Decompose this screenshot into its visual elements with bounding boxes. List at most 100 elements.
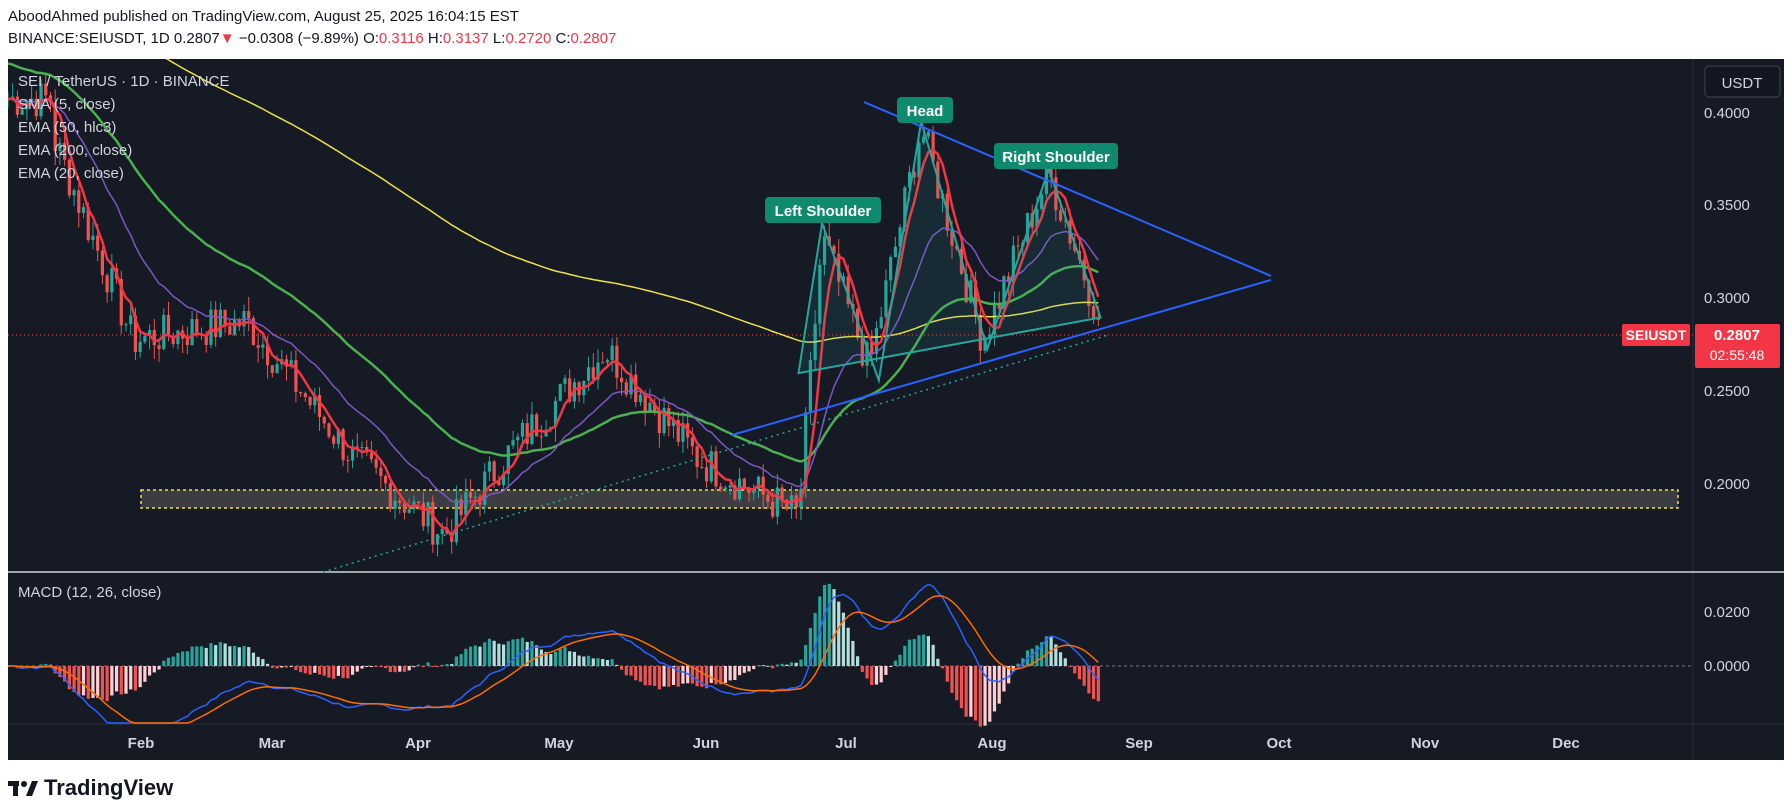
candle-body — [723, 487, 728, 490]
candle-body — [152, 330, 156, 346]
macd-histogram-bar — [553, 651, 558, 666]
left-shoulder-label[interactable]: Left Shoulder — [765, 197, 881, 223]
candle-body — [232, 318, 237, 335]
macd-histogram-bar — [303, 666, 307, 674]
macd-histogram-bar — [808, 627, 812, 666]
macd-histogram-bar — [516, 638, 520, 666]
time-label: May — [544, 735, 574, 752]
macd-histogram-bar — [313, 666, 317, 673]
candle-body — [44, 83, 48, 96]
candle-body — [1073, 243, 1077, 251]
macd-histogram-bar — [780, 663, 784, 666]
macd-histogram-bar — [129, 666, 133, 690]
macd-histogram-bar — [988, 666, 992, 722]
macd-histogram-bar — [997, 666, 1001, 704]
candle-body — [747, 487, 751, 493]
legend-ema20[interactable]: EMA (20, close) — [18, 165, 124, 182]
legend-macd[interactable]: MACD (12, 26, close) — [18, 584, 161, 601]
tradingview-logo[interactable]: TradingView — [8, 775, 173, 801]
candle-body — [870, 342, 874, 354]
resistance-trendline[interactable] — [863, 101, 1272, 277]
macd-histogram-bar — [360, 666, 364, 669]
candle-body — [393, 500, 397, 509]
candle-body — [228, 325, 232, 335]
candle-body — [988, 334, 992, 339]
macd-histogram-bar — [497, 643, 501, 666]
macd-histogram-bar — [63, 666, 67, 682]
candle-body — [294, 360, 298, 392]
time-axis[interactable]: Feb Mar Apr May Jun Jul Aug Sep Oct Nov … — [128, 735, 1580, 752]
candle-body — [133, 315, 138, 353]
macd-histogram-bar — [450, 664, 454, 666]
candle-body — [110, 268, 114, 293]
support-trendline[interactable] — [731, 279, 1272, 436]
macd-line — [8, 583, 1099, 724]
macd-histogram-bar — [242, 646, 246, 666]
macd-histogram-bar — [827, 583, 831, 666]
macd-histogram-bar — [487, 638, 492, 666]
candle-body — [629, 374, 633, 395]
macd-histogram-bar — [185, 651, 189, 666]
macd-histogram-bar — [199, 646, 204, 666]
macd-histogram-bar — [506, 641, 510, 666]
candle-body — [374, 459, 378, 468]
candle-body — [638, 394, 643, 403]
svg-text:Left Shoulder: Left Shoulder — [775, 203, 872, 220]
macd-histogram-bar — [662, 666, 666, 687]
dotted-support-trendline[interactable] — [322, 334, 1109, 573]
candle-body — [303, 393, 307, 398]
legend-pair[interactable]: SEI / TetherUS · 1D · BINANCE — [18, 73, 229, 90]
macd-histogram-bar — [270, 666, 274, 668]
svg-text:Right Shoulder: Right Shoulder — [1002, 149, 1110, 166]
macd-histogram-bar — [893, 660, 897, 666]
right-shoulder-label[interactable]: Right Shoulder — [994, 143, 1118, 169]
chart-frame[interactable]: Left Shoulder Head Right Shoulder SEI / … — [8, 59, 1784, 760]
candle-body — [978, 314, 982, 351]
macd-histogram-bar — [332, 666, 336, 679]
macd-histogram-bar — [771, 666, 775, 669]
macd-histogram-bar — [742, 666, 746, 673]
legend-ema200[interactable]: EMA (200, close) — [18, 142, 132, 159]
macd-histogram-bar — [676, 666, 680, 687]
candle-body — [435, 534, 440, 545]
candle-body — [105, 275, 109, 293]
candle-body — [195, 318, 199, 336]
macd-histogram-bar — [832, 589, 836, 666]
candle-body — [275, 364, 279, 373]
head-label[interactable]: Head — [897, 97, 953, 123]
last-price: 0.2807 — [173, 30, 220, 47]
candle-body — [86, 207, 90, 241]
price-chart[interactable]: Left Shoulder Head Right Shoulder SEI / … — [8, 59, 1784, 760]
currency-button[interactable]: USDT — [1704, 65, 1781, 98]
candle-body — [204, 334, 208, 345]
candle-body — [1007, 276, 1011, 283]
candle-body — [148, 330, 152, 336]
candle-body — [261, 344, 265, 348]
legend-sma[interactable]: SMA (5, close) — [18, 96, 116, 113]
macd-histogram-bar — [535, 645, 539, 666]
candle-body — [402, 503, 407, 513]
macd-histogram-bar — [483, 642, 487, 666]
candle-body — [808, 360, 812, 413]
candle-body — [1002, 276, 1006, 309]
macd-histogram-bar — [412, 666, 416, 668]
candle-body — [657, 410, 661, 434]
macd-histogram-bar — [119, 666, 123, 695]
macd-histogram-bar — [530, 641, 534, 666]
candle-body — [81, 207, 86, 213]
macd-histogram-bar — [978, 666, 982, 727]
candle-body — [327, 423, 331, 437]
time-label: Dec — [1552, 735, 1580, 752]
candle-body — [20, 109, 24, 115]
candle-body — [1040, 194, 1044, 209]
macd-histogram-bar — [157, 666, 161, 670]
macd-histogram-bar — [634, 666, 638, 681]
legend-ema50[interactable]: EMA (50, hlc3) — [18, 119, 116, 136]
macd-histogram-bar — [1021, 658, 1025, 666]
candle-body — [804, 412, 808, 489]
candle-body — [266, 344, 270, 366]
candle-body — [67, 159, 71, 196]
time-label: Nov — [1411, 735, 1440, 752]
support-zone[interactable] — [140, 489, 1679, 509]
macd-histogram-bar — [865, 666, 869, 679]
